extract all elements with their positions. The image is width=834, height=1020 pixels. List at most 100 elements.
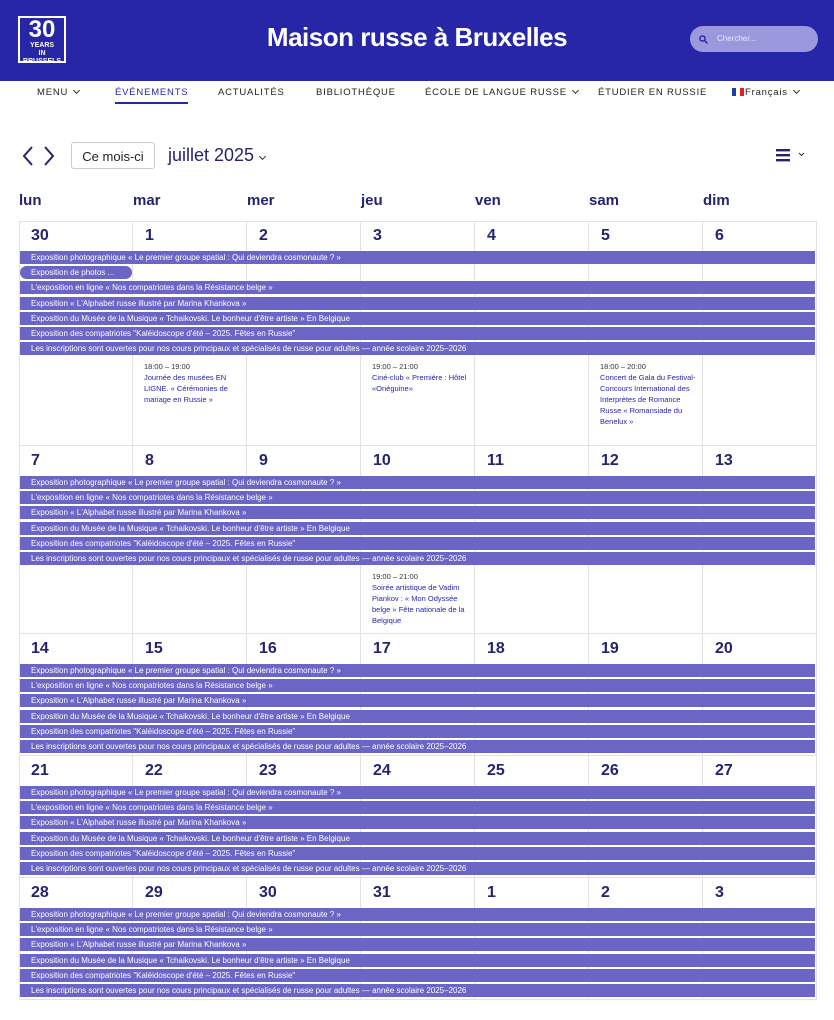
timed-event[interactable]: 18:00 – 19:00 Journée des musées EN LIGNE… [144, 361, 244, 405]
day-number[interactable]: 7 [31, 452, 40, 469]
weekday-header: mar [133, 192, 161, 209]
day-number[interactable]: 28 [31, 884, 49, 901]
nav-item[interactable]: ACTUALITÉS [218, 87, 285, 98]
event-bar[interactable]: Exposition du Musée de la Musique « Tcha… [20, 521, 815, 535]
day-number[interactable]: 2 [601, 884, 610, 901]
day-number[interactable]: 26 [601, 762, 619, 779]
event-bar[interactable]: Exposition photographique « Le premier g… [20, 664, 815, 677]
day-number[interactable]: 4 [487, 227, 496, 244]
logo-line: YEARS [29, 42, 55, 49]
weekday-header: ven [475, 192, 501, 209]
day-number[interactable]: 19 [601, 640, 619, 657]
event-bar[interactable]: Exposition du Musée de la Musique « Tcha… [20, 953, 815, 967]
day-number[interactable]: 18 [487, 640, 505, 657]
event-bar[interactable]: L'exposition en ligne « Nos compatriotes… [20, 801, 815, 815]
event-bar[interactable]: L'exposition en ligne « Nos compatriotes… [20, 923, 815, 937]
day-number[interactable]: 10 [373, 452, 391, 469]
day-number[interactable]: 5 [601, 227, 610, 244]
day-number[interactable]: 31 [373, 884, 391, 901]
day-number[interactable]: 8 [145, 452, 154, 469]
day-cell [703, 634, 817, 756]
day-number[interactable]: 2 [259, 227, 268, 244]
nav-item[interactable]: ÉCOLE DE LANGUE RUSSE [425, 87, 578, 98]
day-number[interactable]: 25 [487, 762, 505, 779]
day-number[interactable]: 6 [715, 227, 724, 244]
event-bar[interactable]: Exposition du Musée de la Musique « Tcha… [20, 831, 815, 845]
day-number[interactable]: 3 [373, 227, 382, 244]
event-bar[interactable]: Les inscriptions sont ouvertes pour nos … [20, 552, 815, 565]
day-cell [703, 878, 817, 1000]
event-bar[interactable]: Exposition du Musée de la Musique « Tcha… [20, 709, 815, 723]
nav-arrows[interactable] [18, 145, 60, 167]
event-bar[interactable]: Exposition du Musée de la Musique « Tcha… [20, 311, 815, 325]
day-number[interactable]: 11 [487, 452, 504, 469]
weekday-header: lun [19, 192, 42, 209]
nav-item[interactable]: Français [745, 87, 799, 98]
event-bar[interactable]: Les inscriptions sont ouvertes pour nos … [20, 342, 815, 356]
event-bar[interactable]: Exposition « L'Alphabet russe illustré p… [20, 506, 815, 520]
event-title: Concert de Gala du Festival-Concours Int… [600, 373, 696, 427]
day-number[interactable]: 3 [715, 884, 724, 901]
day-number[interactable]: 1 [145, 227, 154, 244]
day-number[interactable]: 12 [601, 452, 619, 469]
event-bar[interactable]: Exposition photographique « Le premier g… [20, 476, 815, 489]
search-box[interactable]: Chercher... [690, 26, 818, 52]
event-bar[interactable]: Exposition « L'Alphabet russe illustré p… [20, 816, 815, 830]
day-number[interactable]: 23 [259, 762, 277, 779]
event-bar[interactable]: Exposition de photos ... [20, 266, 132, 280]
day-number[interactable]: 27 [715, 762, 733, 779]
view-switcher[interactable] [776, 148, 808, 162]
day-number[interactable]: 16 [259, 640, 277, 657]
search-icon [699, 35, 708, 44]
day-number[interactable]: 13 [715, 452, 733, 469]
event-bar[interactable]: Exposition photographique « Le premier g… [20, 251, 815, 264]
event-bar[interactable]: Exposition photographique « Le premier g… [20, 786, 815, 799]
day-cell [703, 221, 817, 446]
day-number[interactable]: 20 [715, 640, 733, 657]
nav-item[interactable]: ÉVÉNEMENTS [115, 87, 189, 104]
event-bar[interactable]: Exposition des compatriotes "Kaléidoscop… [20, 968, 815, 982]
timed-event[interactable]: 19:00 – 21:00 Soirée artistique de Vadim … [372, 571, 472, 626]
day-number[interactable]: 17 [373, 640, 391, 657]
day-number[interactable]: 14 [31, 640, 49, 657]
nav-item[interactable]: ÉTUDIER EN RUSSIE [598, 87, 708, 98]
day-number[interactable]: 24 [373, 762, 391, 779]
event-bar[interactable]: Exposition photographique « Le premier g… [20, 908, 815, 921]
event-time: 18:00 – 20:00 [600, 362, 646, 372]
nav-item[interactable]: MENU [37, 87, 79, 98]
event-bar[interactable]: L'exposition en ligne « Nos compatriotes… [20, 679, 815, 693]
event-bar[interactable]: Exposition des compatriotes "Kaléidoscop… [20, 536, 815, 550]
timed-event[interactable]: 19:00 – 21:00 Ciné-club « Première : Hôte… [372, 361, 472, 394]
event-bar[interactable]: L'exposition en ligne « Nos compatriotes… [20, 491, 815, 505]
event-bar[interactable]: Exposition « L'Alphabet russe illustré p… [20, 296, 815, 310]
event-title: Journée des musées EN LIGNE. « Cérémonie… [144, 373, 228, 405]
event-title: Ciné-club « Première : Hôtel «Onéguine» [372, 373, 467, 394]
today-button[interactable]: Ce mois-ci [71, 142, 155, 169]
nav-item[interactable]: BIBLIOTHÈQUE [316, 87, 396, 98]
event-bar[interactable]: Exposition « L'Alphabet russe illustré p… [20, 694, 815, 708]
day-number[interactable]: 21 [31, 762, 49, 779]
day-number[interactable]: 30 [31, 227, 49, 244]
event-bar[interactable]: Exposition des compatriotes "Kaléidoscop… [20, 327, 815, 340]
event-bar[interactable]: Exposition des compatriotes "Kaléidoscop… [20, 846, 815, 860]
event-bar[interactable]: Exposition « L'Alphabet russe illustré p… [20, 938, 815, 952]
event-bar[interactable]: Les inscriptions sont ouvertes pour nos … [20, 984, 815, 997]
logo-line: IN BRUSSELS [22, 50, 62, 63]
timed-event[interactable]: 18:00 – 20:00 Concert de Gala du Festival… [600, 361, 700, 427]
logo[interactable]: 30 YEARS IN BRUSSELS [18, 16, 66, 63]
day-number[interactable]: 9 [259, 452, 268, 469]
day-number[interactable]: 1 [487, 884, 496, 901]
day-number[interactable]: 15 [145, 640, 163, 657]
site-title: Maison russe à Bruxelles [266, 22, 568, 52]
event-bar[interactable]: L'exposition en ligne « Nos compatriotes… [20, 281, 815, 295]
event-bar[interactable]: Les inscriptions sont ouvertes pour nos … [20, 862, 815, 875]
event-bar[interactable]: Exposition des compatriotes "Kaléidoscop… [20, 724, 815, 738]
calendar-border [19, 221, 817, 1000]
day-number[interactable]: 22 [145, 762, 163, 779]
month-picker[interactable]: juillet 2025 [168, 145, 265, 166]
day-number[interactable]: 30 [259, 884, 277, 901]
event-bar[interactable]: Les inscriptions sont ouvertes pour nos … [20, 740, 815, 753]
day-number[interactable]: 29 [145, 884, 163, 901]
weekday-header: mer [247, 192, 275, 209]
